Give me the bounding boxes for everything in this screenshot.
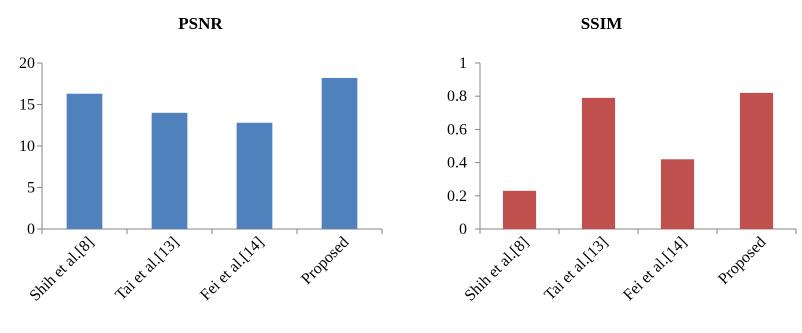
y-tick-label: 0.4 xyxy=(447,155,467,172)
psnr-plot: 0 5 10 15 20 Shih et al.[8] Tai et al.[13] Fei … xyxy=(19,55,383,305)
y-tick-label: 5 xyxy=(27,180,35,197)
bar-fei-et-al-14 xyxy=(236,122,273,229)
ssim-plot: 0 0.2 0.4 0.6 0.8 1 Shih et al.[8] Tai et al.[1… xyxy=(447,55,797,305)
y-tick-label: 0.2 xyxy=(447,188,467,205)
y-tick-label: 0.6 xyxy=(447,121,467,138)
y-tick-label: 15 xyxy=(19,97,35,114)
x-category-label: Tai et al.[13] xyxy=(112,234,182,304)
bar-fei-et-al-14 xyxy=(660,159,695,229)
y-tick-label: 20 xyxy=(19,55,35,72)
chart-title: PSNR xyxy=(178,14,223,33)
bar-tai-et-al-13 xyxy=(151,112,188,229)
bar-shih-et-al-8 xyxy=(66,93,103,230)
chart-title: SSIM xyxy=(580,14,623,33)
ssim-chart: SSIM 0 0.2 0.4 0.6 0.8 1 Shih et al.[8] Tai et … xyxy=(401,0,802,333)
x-category-label: Fei et al.[14] xyxy=(197,234,267,304)
psnr-chart: PSNR 0 5 10 15 20 Shih et al.[8] Tai et al.[13… xyxy=(19,14,383,305)
bar-tai-et-al-13 xyxy=(581,97,616,229)
x-category-label: Shih et al.[8] xyxy=(462,234,533,305)
x-category-label: Proposed xyxy=(715,234,769,288)
y-tick-label: 0 xyxy=(27,221,35,238)
bar-proposed xyxy=(321,77,358,229)
x-category-label: Fei et al.[14] xyxy=(620,234,690,304)
y-tick-label: 10 xyxy=(19,138,35,155)
bar-proposed xyxy=(739,92,774,229)
y-tick-label: 1 xyxy=(459,55,467,72)
y-tick-label: 0.8 xyxy=(447,88,467,105)
x-category-label: Proposed xyxy=(298,234,352,288)
x-category-label: Shih et al.[8] xyxy=(27,234,98,305)
x-category-label: Tai et al.[13] xyxy=(541,234,611,304)
y-tick-label: 0 xyxy=(459,221,467,238)
bar-shih-et-al-8 xyxy=(502,190,537,229)
